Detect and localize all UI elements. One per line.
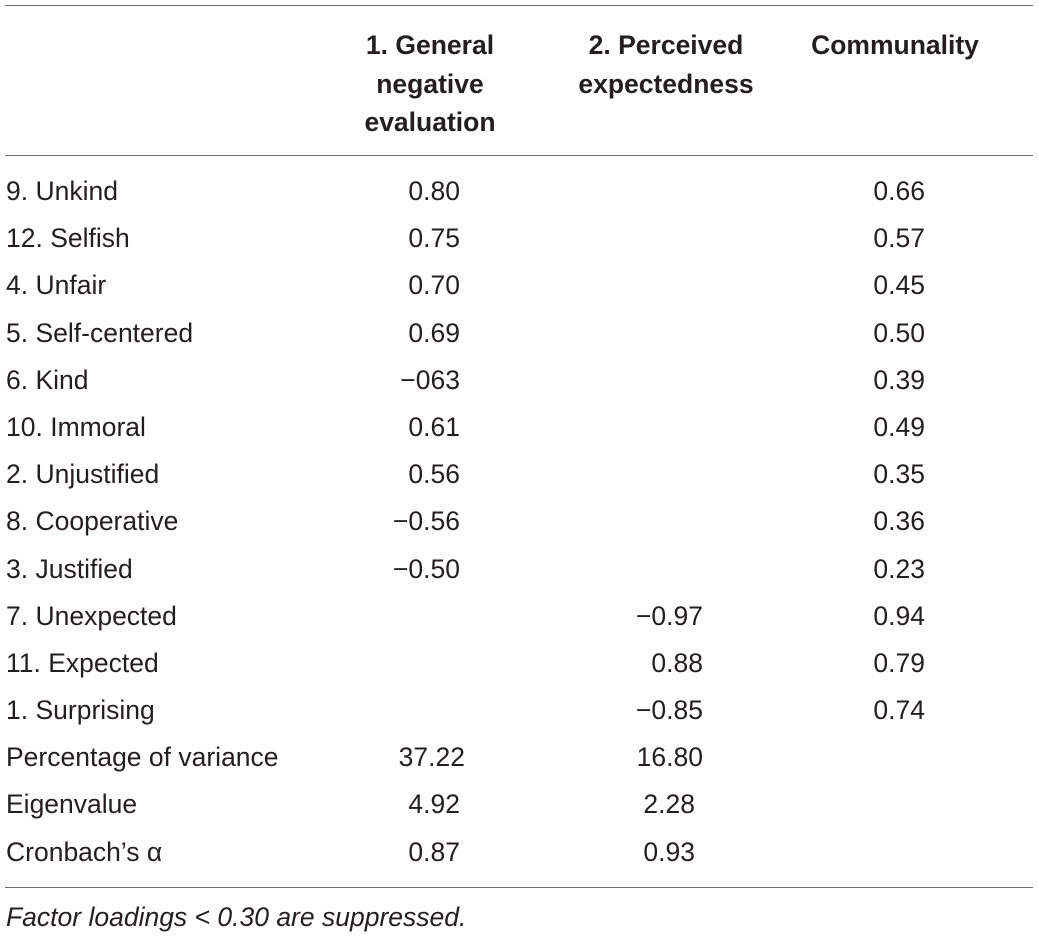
summary-row-cronbach-alpha: Cronbach’s α 0.87 0.93: [0, 829, 1039, 876]
row-label: 3. Justified: [6, 553, 133, 584]
header-rule: [5, 155, 1033, 156]
factor-1-loading: 0.80: [408, 176, 460, 206]
factor-1-summary: 37.22: [398, 742, 465, 773]
factor-1-loading: −0.56: [392, 506, 460, 537]
table-row: 4. Unfair 0.70 0.45: [0, 262, 1039, 309]
table-row: 3. Justified −0.50 0.23: [0, 546, 1039, 593]
communality-value: 0.23: [873, 553, 925, 584]
header-factor-2: 2. Perceived expectedness: [578, 30, 754, 99]
factor-2-loading: −0.97: [635, 600, 703, 631]
table-row: 7. Unexpected −0.97 0.94: [0, 593, 1039, 640]
table-top-rule: [5, 5, 1033, 6]
summary-label: Percentage of variance: [6, 742, 279, 773]
row-label: 11. Expected: [6, 647, 159, 678]
row-label: 9. Unkind: [6, 176, 118, 206]
communality-value: 0.39: [873, 364, 925, 395]
table-row: 1. Surprising −0.85 0.74: [0, 687, 1039, 734]
table-footnote: Factor loadings < 0.30 are suppressed.: [6, 902, 467, 932]
table-row: 11. Expected 0.88 0.79: [0, 640, 1039, 687]
factor-2-summary: 0.93: [643, 836, 695, 867]
summary-row-eigenvalue: Eigenvalue 4.92 2.28: [0, 781, 1039, 828]
communality-value: 0.50: [873, 317, 925, 348]
factor-1-loading: −063: [400, 364, 460, 395]
table-body: 9. Unkind 0.80 0.66 12. Selfish 0.75 0.5…: [0, 168, 1039, 876]
table-bottom-rule: [5, 887, 1033, 888]
factor-1-summary: 0.87: [408, 836, 460, 867]
row-label: 7. Unexpected: [6, 600, 177, 631]
factor-1-summary: 4.92: [408, 789, 460, 820]
table-row: 12. Selfish 0.75 0.57: [0, 215, 1039, 262]
row-label: 5. Self-centered: [6, 317, 194, 348]
communality-value: 0.49: [873, 411, 925, 442]
table-row: 9. Unkind 0.80 0.66: [0, 168, 1039, 215]
row-label: 6. Kind: [6, 364, 89, 395]
communality-value: 0.79: [873, 647, 925, 678]
communality-value: 0.35: [873, 459, 925, 490]
table-row: 5. Self-centered 0.69 0.50: [0, 310, 1039, 357]
row-label: 8. Cooperative: [6, 506, 179, 537]
factor-1-loading: 0.70: [408, 270, 460, 301]
row-label: 12. Selfish: [6, 223, 130, 254]
communality-value: 0.45: [873, 270, 925, 301]
factor-2-summary: 16.80: [636, 742, 703, 773]
table-row: 10. Immoral 0.61 0.49: [0, 404, 1039, 451]
factor-1-loading: 0.69: [408, 317, 460, 348]
communality-value: 0.66: [873, 176, 925, 206]
header-communality: Communality: [811, 30, 979, 60]
table-row: 8. Cooperative −0.56 0.36: [0, 498, 1039, 545]
table-row: 6. Kind −063 0.39: [0, 357, 1039, 404]
factor-2-loading: −0.85: [635, 695, 703, 726]
table-row: 2. Unjustified 0.56 0.35: [0, 451, 1039, 498]
row-label: 1. Surprising: [6, 695, 155, 726]
row-label: 2. Unjustified: [6, 459, 160, 490]
factor-1-loading: 0.75: [408, 223, 460, 254]
factor-1-loading: 0.61: [408, 411, 460, 442]
communality-value: 0.94: [873, 600, 925, 631]
factor-2-summary: 2.28: [643, 789, 695, 820]
communality-value: 0.74: [873, 695, 925, 726]
communality-value: 0.36: [873, 506, 925, 537]
row-label: 10. Immoral: [6, 411, 146, 442]
communality-value: 0.57: [873, 223, 925, 254]
factor-2-loading: 0.88: [651, 647, 703, 678]
header-factor-1: 1. General negative evaluation: [364, 30, 496, 137]
summary-label: Cronbach’s α: [6, 836, 163, 867]
row-label: 4. Unfair: [6, 270, 107, 301]
factor-1-loading: 0.56: [408, 459, 460, 490]
factor-1-loading: −0.50: [392, 553, 460, 584]
summary-label: Eigenvalue: [6, 789, 138, 820]
summary-row-variance: Percentage of variance 37.22 16.80: [0, 734, 1039, 781]
